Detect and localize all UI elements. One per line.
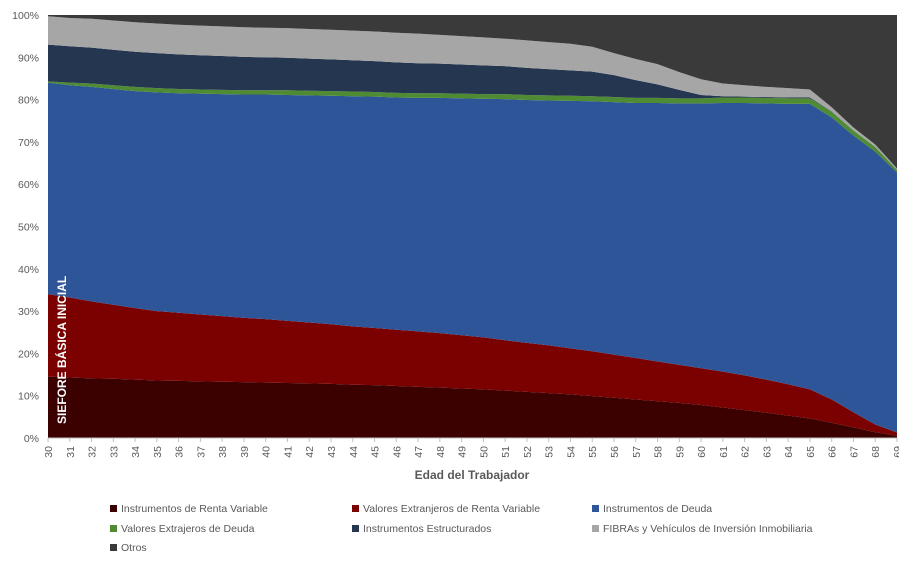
x-tick-label: 45 bbox=[370, 446, 382, 458]
legend-swatch bbox=[592, 525, 599, 532]
legend-label: Valores Extranjeros de Renta Variable bbox=[363, 503, 540, 515]
x-tick-label: 59 bbox=[674, 446, 686, 458]
y-tick-label: 80% bbox=[18, 95, 39, 107]
y-tick-label: 70% bbox=[18, 137, 39, 149]
legend-swatch bbox=[592, 505, 599, 512]
y-tick-label: 0% bbox=[24, 433, 39, 445]
x-tick-label: 38 bbox=[217, 446, 229, 458]
y-tick-label: 90% bbox=[18, 52, 39, 64]
y-tick-label: 20% bbox=[18, 348, 39, 360]
x-tick-label: 69 bbox=[892, 446, 899, 458]
x-tick-label: 60 bbox=[696, 446, 708, 458]
x-axis-title: Edad del Trabajador bbox=[415, 468, 530, 482]
area-series-1 bbox=[48, 376, 897, 438]
x-tick-label: 35 bbox=[152, 446, 164, 458]
y-tick-label: 50% bbox=[18, 222, 39, 234]
y-tick-label: 30% bbox=[18, 306, 39, 318]
x-tick-label: 33 bbox=[108, 446, 120, 458]
area-series-4 bbox=[48, 81, 897, 173]
x-axis: 30 31 32 33 34 35 36 37 38 39 40 41 42 43 44 45 46 47 48 49… bbox=[43, 437, 899, 458]
y-tick-label: 40% bbox=[18, 264, 39, 276]
legend-swatch bbox=[352, 505, 359, 512]
x-tick-label: 30 bbox=[43, 446, 55, 458]
legend-label: Valores Extrajeros de Deuda bbox=[121, 523, 255, 535]
legend-label: Otros bbox=[121, 542, 147, 554]
area-series-7 bbox=[48, 15, 897, 169]
x-tick-label: 55 bbox=[587, 446, 599, 458]
chart-areas bbox=[48, 15, 897, 438]
x-tick-label: 62 bbox=[740, 446, 752, 458]
y-axis: 0% 10% 20% 30% 40% 50% 60% 70% 80% 90% 100% bbox=[12, 10, 39, 445]
x-tick-label: 61 bbox=[718, 446, 730, 458]
legend-label: Instrumentos de Renta Variable bbox=[121, 503, 268, 515]
x-tick-label: 56 bbox=[609, 446, 621, 458]
legend-label: Instrumentos Estructurados bbox=[363, 523, 491, 535]
x-tick-label: 50 bbox=[478, 446, 490, 458]
x-tick-label: 51 bbox=[500, 446, 512, 458]
chart-annotation: SIEFORE BÁSICA INICIAL bbox=[54, 276, 69, 424]
x-tick-label: 68 bbox=[870, 446, 882, 458]
legend-swatch bbox=[110, 505, 117, 512]
y-tick-label: 100% bbox=[12, 10, 39, 22]
x-tick-label: 58 bbox=[653, 446, 665, 458]
x-tick-label: 44 bbox=[348, 446, 360, 458]
x-tick-label: 47 bbox=[413, 446, 425, 458]
area-series-5 bbox=[48, 44, 897, 170]
legend-swatch bbox=[110, 525, 117, 532]
x-tick-label: 49 bbox=[457, 446, 469, 458]
x-tick-label: 67 bbox=[848, 446, 860, 458]
x-tick-label: 64 bbox=[783, 446, 795, 458]
x-tick-label: 42 bbox=[304, 446, 316, 458]
x-tick-label: 66 bbox=[827, 446, 839, 458]
area-series-3 bbox=[48, 82, 897, 433]
legend-swatch bbox=[110, 544, 117, 551]
x-tick-label: 39 bbox=[239, 446, 251, 458]
legend-label: Instrumentos de Deuda bbox=[603, 503, 712, 515]
x-tick-label: 32 bbox=[87, 446, 99, 458]
legend-label: FIBRAs y Vehículos de Inversión Inmobili… bbox=[603, 523, 813, 535]
x-tick-label: 41 bbox=[282, 446, 294, 458]
y-tick-label: 60% bbox=[18, 179, 39, 191]
area-series-2 bbox=[48, 294, 897, 436]
x-tick-label: 43 bbox=[326, 446, 338, 458]
x-tick-label: 48 bbox=[435, 446, 447, 458]
x-tick-label: 46 bbox=[391, 446, 403, 458]
x-tick-label: 65 bbox=[805, 446, 817, 458]
legend-swatch bbox=[352, 525, 359, 532]
x-tick-label: 36 bbox=[174, 446, 186, 458]
x-tick-label: 54 bbox=[565, 446, 577, 458]
x-tick-label: 63 bbox=[761, 446, 773, 458]
x-tick-label: 40 bbox=[261, 446, 273, 458]
x-tick-label: 37 bbox=[195, 446, 207, 458]
x-tick-label: 52 bbox=[522, 446, 534, 458]
x-tick-label: 53 bbox=[544, 446, 556, 458]
y-tick-label: 10% bbox=[18, 391, 39, 403]
x-tick-label: 34 bbox=[130, 446, 142, 458]
area-series-6 bbox=[48, 16, 897, 170]
x-tick-label: 57 bbox=[631, 446, 643, 458]
x-tick-label: 31 bbox=[65, 446, 77, 458]
legend: Instrumentos de Renta Variable Valores Ex… bbox=[110, 503, 813, 554]
